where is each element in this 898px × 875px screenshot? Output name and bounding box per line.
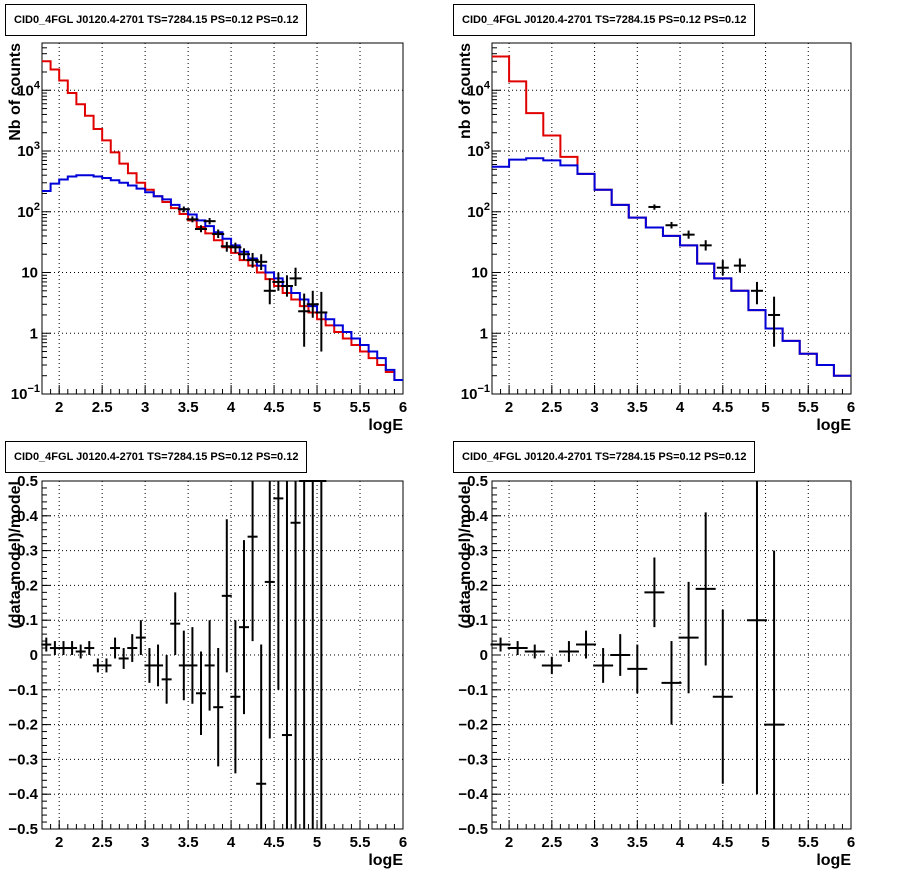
- y-tick-label: 1: [480, 325, 488, 342]
- resid-left-ylabel: (data-model)/model: [7, 481, 24, 629]
- x-tick-label: 5: [761, 399, 769, 416]
- x-tick-label: 5.5: [350, 399, 371, 416]
- x-tick-label: 3.5: [627, 399, 648, 416]
- resid-right-plot: 2 2.5 3 3.5 4 4.5 5 5.5 6 −0.5 −0.4 −0.3 −0.2 −0.1 0 0.…: [457, 473, 855, 869]
- x-tick-label: 4: [676, 399, 685, 416]
- x-tick-label: 5.5: [798, 834, 819, 851]
- y-tick-label: 0.1: [467, 612, 488, 629]
- source-model-step-line: [42, 174, 403, 382]
- x-tick-label: 2: [55, 834, 63, 851]
- title-resid-left: CID0_4FGL J0120.4-2701 TS=7284.15 PS=0.1…: [5, 441, 308, 473]
- y-tick-label: 0: [30, 647, 38, 664]
- x-tick-label: 2.5: [92, 399, 113, 416]
- x-tick-label: 3: [141, 834, 149, 851]
- y-tick-label: 0.2: [467, 577, 488, 594]
- y-tick-label: −0.5: [458, 821, 488, 838]
- x-tick-label: 4: [227, 399, 236, 416]
- y-tick-label: 102: [17, 201, 40, 221]
- y-tick-label: 102: [467, 201, 490, 221]
- x-tick-label: 5: [313, 399, 321, 416]
- x-tick-label: 4.5: [712, 399, 733, 416]
- counts-left-plot: 2 2.5 3 3.5 4 4.5 5 5.5 6 10−1 1 10 102 103 104 logE Nb …: [7, 42, 407, 434]
- x-tick-label: 2.5: [92, 834, 113, 851]
- x-tick-label: 4.5: [264, 399, 285, 416]
- x-tick-label: 3.5: [627, 834, 648, 851]
- y-tick-label: 0.3: [467, 543, 488, 560]
- counts-right-xlabel: logE: [816, 417, 851, 434]
- x-tick-label: 2: [55, 399, 63, 416]
- y-tick-label: 0.3: [17, 543, 38, 560]
- title-counts-right: CID0_4FGL J0120.4-2701 TS=7284.15 PS=0.1…: [453, 4, 756, 36]
- counts-left-ylabel: Nb of counts: [7, 43, 24, 141]
- y-tick-label: −0.4: [458, 786, 488, 803]
- y-tick-label: −0.5: [8, 821, 38, 838]
- y-tick-label: 0.5: [467, 473, 488, 490]
- x-tick-label: 2.5: [541, 834, 562, 851]
- y-tick-label: −0.3: [458, 751, 488, 768]
- x-tick-label: 5: [761, 834, 769, 851]
- counts-left-frame: [41, 42, 404, 395]
- resid-right-ylabel: (data-model)/model: [457, 481, 474, 629]
- x-tick-label: 3: [590, 834, 598, 851]
- x-tick-label: 4: [227, 834, 236, 851]
- y-tick-label: −0.2: [8, 717, 38, 734]
- resid-left-plot: 2 2.5 3 3.5 4 4.5 5 5.5 6 −0.5 −0.4 −0.3 −0.2 −0.1 0 0.…: [7, 473, 407, 869]
- x-tick-label: 6: [399, 834, 407, 851]
- resid-left-xlabel: logE: [368, 852, 403, 869]
- resid-right-xlabel: logE: [816, 852, 851, 869]
- total-model-step-line: [492, 55, 851, 377]
- x-tick-label: 5.5: [350, 834, 371, 851]
- x-tick-label: 2: [505, 399, 513, 416]
- y-tick-label: −0.1: [8, 682, 38, 699]
- x-tick-label: 6: [847, 399, 855, 416]
- y-tick-label: −0.2: [458, 717, 488, 734]
- y-tick-label: 0.5: [17, 473, 38, 490]
- x-tick-label: 4.5: [264, 834, 285, 851]
- y-tick-label: 10−1: [461, 383, 490, 403]
- y-tick-label: 0.4: [17, 508, 39, 525]
- y-tick-label: 103: [17, 140, 40, 160]
- title-resid-right: CID0_4FGL J0120.4-2701 TS=7284.15 PS=0.1…: [453, 441, 756, 473]
- x-tick-label: 2.5: [541, 399, 562, 416]
- counts-right-ylabel: nb of counts: [457, 43, 474, 139]
- y-tick-label: −0.1: [458, 682, 488, 699]
- y-tick-label: 1: [30, 325, 38, 342]
- x-tick-label: 6: [847, 834, 855, 851]
- x-tick-label: 3: [141, 399, 149, 416]
- y-tick-label: −0.4: [8, 786, 38, 803]
- y-tick-label: −0.3: [8, 751, 38, 768]
- x-tick-label: 3.5: [178, 834, 199, 851]
- x-tick-label: 3.5: [178, 399, 199, 416]
- counts-left-xlabel: logE: [368, 417, 403, 434]
- x-tick-label: 5: [313, 834, 321, 851]
- y-tick-label: 0.2: [17, 577, 38, 594]
- y-tick-label: 103: [467, 140, 490, 160]
- x-tick-label: 4.5: [712, 834, 733, 851]
- y-tick-label: 0: [480, 647, 488, 664]
- y-tick-label: 10−1: [11, 383, 40, 403]
- title-counts-left: CID0_4FGL J0120.4-2701 TS=7284.15 PS=0.1…: [5, 4, 308, 36]
- y-tick-label: 104: [467, 79, 491, 99]
- y-tick-label: 0.4: [467, 508, 489, 525]
- x-tick-label: 5.5: [798, 399, 819, 416]
- x-tick-label: 4: [676, 834, 685, 851]
- counts-right-plot: 2 2.5 3 3.5 4 4.5 5 5.5 6 10−1 1 10 102 103 104 logE nb …: [457, 42, 855, 434]
- x-tick-label: 6: [399, 399, 407, 416]
- y-tick-label: 10: [21, 265, 38, 282]
- x-tick-label: 3: [590, 399, 598, 416]
- y-tick-label: 0.1: [17, 612, 38, 629]
- total-model-step-line: [42, 60, 403, 382]
- source-model-step-line: [492, 157, 851, 377]
- y-tick-label: 104: [17, 79, 41, 99]
- y-tick-label: 10: [471, 265, 488, 282]
- x-tick-label: 2: [505, 834, 513, 851]
